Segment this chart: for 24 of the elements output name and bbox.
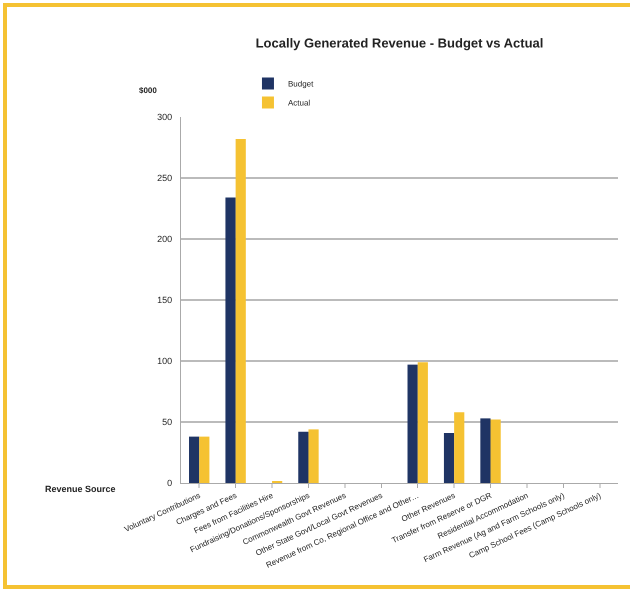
bar xyxy=(236,138,246,483)
chart-title: Locally Generated Revenue - Budget vs Actual xyxy=(256,36,544,51)
y-tick-label: 150 xyxy=(157,295,172,306)
y-tick-label: 50 xyxy=(162,417,172,428)
bar xyxy=(225,198,236,483)
bar xyxy=(408,364,418,483)
legend-label: Actual xyxy=(288,98,310,108)
bar xyxy=(298,432,308,483)
bar xyxy=(418,362,428,483)
bar xyxy=(444,432,454,483)
y-tick-label: 200 xyxy=(157,234,172,244)
y-tick-label: 0 xyxy=(167,478,172,488)
y-tick-label: 100 xyxy=(157,356,172,366)
y-tick-label: 300 xyxy=(157,112,172,122)
legend-label: Budget xyxy=(288,80,314,89)
bar xyxy=(199,436,210,483)
x-axis-title: Revenue Source xyxy=(45,484,116,494)
y-axis-title: $000 xyxy=(139,86,158,95)
bar xyxy=(490,420,501,483)
bar xyxy=(480,418,491,483)
y-tick-label: 250 xyxy=(157,173,172,184)
bar xyxy=(308,429,319,483)
bar xyxy=(189,436,200,483)
bar xyxy=(454,412,464,483)
